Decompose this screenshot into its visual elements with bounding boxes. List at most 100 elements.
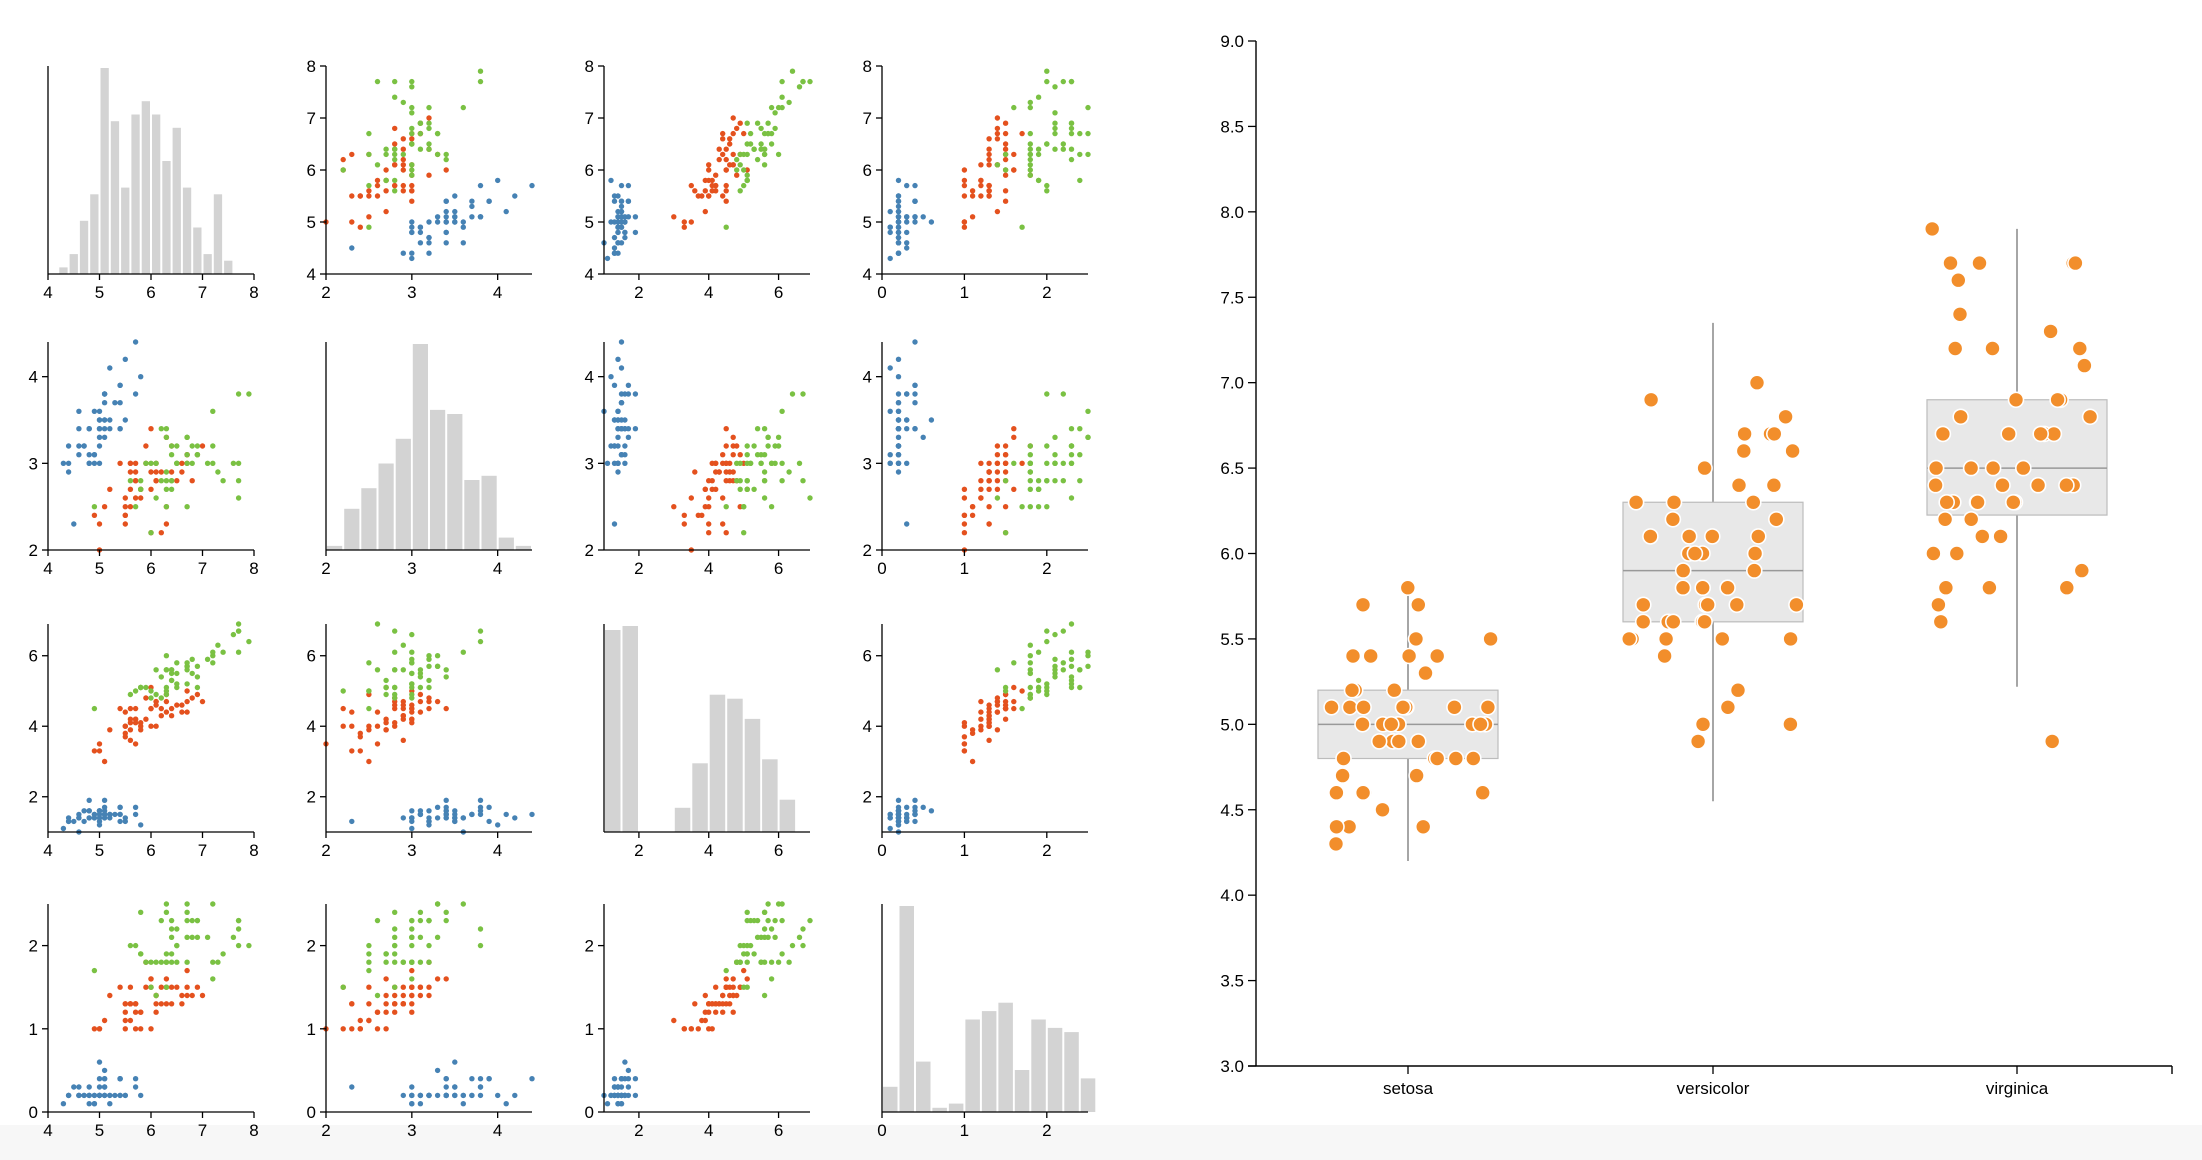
scatter-point <box>383 684 389 691</box>
scatter-point <box>392 151 398 158</box>
scatter-point <box>904 417 910 423</box>
scatter-point <box>887 815 893 821</box>
scatter-point <box>1068 621 1075 627</box>
scatter-point <box>409 942 415 949</box>
scatter-point <box>392 705 398 712</box>
scatter-point <box>426 172 432 178</box>
scatter-point <box>477 638 484 645</box>
x-tick-label: 2 <box>1042 283 1051 302</box>
jitter-point <box>1962 510 1980 528</box>
scatter-point <box>1044 638 1050 645</box>
scatter-point <box>392 942 398 949</box>
category-label: versicolor <box>1677 1079 1750 1098</box>
scatter-point <box>768 926 775 932</box>
scatter-point <box>127 469 134 475</box>
histogram-bar <box>965 1019 980 1112</box>
scatter-point <box>1011 698 1017 705</box>
scatter-point <box>409 125 415 132</box>
jitter-point <box>1482 630 1499 648</box>
scatter-point <box>761 934 768 940</box>
scatter-point <box>163 667 170 673</box>
y-tick-label: 2 <box>863 788 872 807</box>
histogram-bar <box>121 187 130 274</box>
scatter-point <box>91 1101 98 1107</box>
scatter-point <box>91 1092 98 1099</box>
scatter-point <box>417 992 424 999</box>
scatter-point <box>723 504 729 510</box>
scatter-point <box>374 917 381 924</box>
scatter-point <box>417 811 424 818</box>
scatter-point <box>127 486 134 492</box>
scatter-point <box>417 667 424 673</box>
scatter-point <box>392 959 398 965</box>
scatter-point <box>720 130 726 137</box>
scatter-point <box>747 942 754 949</box>
scatter-point <box>452 1059 458 1065</box>
scatter-point <box>1077 130 1083 137</box>
scatter-point <box>702 188 708 194</box>
y-tick-label: 3 <box>585 454 594 473</box>
scatter-point <box>779 460 785 466</box>
scatter-point <box>220 478 226 484</box>
scatter-point <box>994 208 1001 215</box>
x-tick-label: 6 <box>774 841 783 860</box>
x-tick-label: 3 <box>407 559 416 578</box>
scatter-point <box>174 942 180 949</box>
scatter-point <box>1044 691 1050 698</box>
scatter-point <box>615 1101 621 1107</box>
scatter-point <box>615 434 621 440</box>
scatter-point <box>772 443 778 449</box>
scatter-point <box>409 815 415 821</box>
scatter-point <box>895 234 902 241</box>
scatter-point <box>904 182 910 189</box>
scatter-point <box>86 815 92 821</box>
scatter-point <box>895 452 902 458</box>
scatter-point <box>904 229 910 236</box>
scatter-point <box>96 1092 103 1099</box>
jitter-point <box>1394 698 1412 716</box>
scatter-point <box>138 495 144 501</box>
scatter-point <box>434 130 441 137</box>
x-tick-label: 2 <box>321 559 330 578</box>
scatter-point <box>96 808 103 814</box>
scatter-point <box>779 901 785 907</box>
scatter-point <box>786 469 792 475</box>
scatter-point <box>789 391 796 397</box>
y-tick-label: 4 <box>863 717 872 736</box>
scatter-point <box>374 177 381 184</box>
scatter-point <box>443 1084 449 1090</box>
scatter-point <box>96 460 103 466</box>
scatter-point <box>168 469 175 475</box>
scatter-point <box>622 391 628 397</box>
x-tick-label: 3 <box>407 283 416 302</box>
scatter-point <box>477 214 484 220</box>
histogram-bar <box>1064 1032 1079 1112</box>
scatter-point <box>357 224 363 230</box>
scatter-point <box>184 709 190 715</box>
splom-cell-r0-c1: 2 3 4 4 5 6 7 8 <box>307 57 535 302</box>
scatter-point <box>426 240 432 246</box>
scatter-point <box>122 356 128 362</box>
histogram-bar <box>981 1011 997 1112</box>
jitter-point <box>1971 254 1988 272</box>
x-tick-label: 6 <box>146 1121 155 1140</box>
scatter-point <box>158 705 164 712</box>
scatter-point <box>1077 151 1083 158</box>
scatter-point <box>1060 660 1067 666</box>
scatter-point <box>443 240 449 246</box>
x-tick-label: 4 <box>704 1121 713 1140</box>
scatter-point <box>349 723 355 729</box>
scatter-point <box>681 512 687 518</box>
scatter-point <box>912 219 918 225</box>
scatter-point <box>101 758 108 765</box>
scatter-point <box>765 434 771 440</box>
scatter-point <box>744 478 750 484</box>
scatter-point <box>625 382 632 388</box>
scatter-point <box>168 926 175 932</box>
scatter-point <box>434 1092 441 1099</box>
scatter-point <box>392 934 398 940</box>
scatter-point <box>366 705 372 712</box>
scatter-point <box>86 1084 92 1090</box>
scatter-point <box>713 172 719 178</box>
scatter-point <box>409 670 415 677</box>
